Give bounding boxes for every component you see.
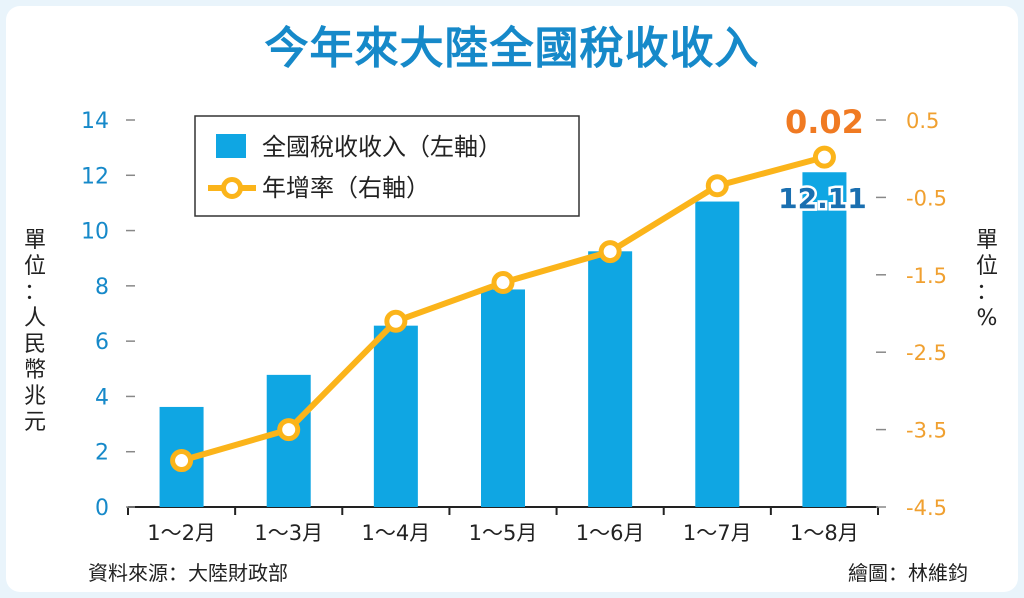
y-left-tick-label: 2 <box>95 441 109 466</box>
y-right-tick-label: -2.5 <box>906 341 947 365</box>
x-tick-label: 1～3月 <box>254 521 323 545</box>
y-right-tick-label: -4.5 <box>906 496 947 520</box>
bar <box>481 289 525 507</box>
growth-point <box>812 145 836 169</box>
x-tick-label: 1～5月 <box>469 521 538 545</box>
legend-line-label: 年增率（右軸） <box>262 174 430 202</box>
x-tick-label: 1～2月 <box>147 521 216 545</box>
y-left-tick-label: 10 <box>81 220 109 245</box>
bar-data-label: 12.11 <box>778 182 867 215</box>
y-left-tick-label: 14 <box>81 109 109 134</box>
growth-point <box>170 449 194 473</box>
legend-box <box>194 115 580 217</box>
line-group <box>170 145 836 473</box>
growth-point <box>598 240 622 264</box>
legend-group: 全國稅收收入（左軸） 年增率（右軸） <box>194 115 580 217</box>
y-left-tick-label: 12 <box>81 164 109 189</box>
chart-title: 今年來大陸全國稅收收入 <box>264 23 760 74</box>
line-data-label: 0.02 <box>785 103 864 141</box>
y-left-tick-label: 4 <box>95 385 109 410</box>
y-left-tick-label: 0 <box>95 496 109 521</box>
y-right-tick-label: -3.5 <box>906 419 947 443</box>
x-tick-label: 1～8月 <box>790 521 859 545</box>
legend-bar-swatch <box>216 134 246 158</box>
bar <box>588 251 633 507</box>
y-left-tick-label: 8 <box>95 275 109 300</box>
y-right-tick-label: 0.5 <box>906 109 939 133</box>
y-right-tick-label: -0.5 <box>906 186 947 210</box>
bar <box>695 201 740 507</box>
y-right-tick-label: -1.5 <box>906 264 947 288</box>
growth-point <box>491 271 515 295</box>
growth-point <box>277 418 301 442</box>
credit-note: 繪圖：林維鈞 <box>848 561 968 585</box>
bar <box>373 325 418 507</box>
bars-group <box>159 172 847 507</box>
growth-point <box>705 174 729 198</box>
x-tick-label: 1～6月 <box>576 521 645 545</box>
axes-group: 1～2月 1～3月 1～4月 1～5月 1～6月 1～7月 1～8月 0 2 4 6 8 10 12 14 -… <box>81 109 947 545</box>
legend-bar-label: 全國稅收收入（左軸） <box>262 133 502 161</box>
bar <box>802 172 847 507</box>
source-note: 資料來源：大陸財政部 <box>88 561 288 585</box>
growth-point <box>384 309 408 333</box>
legend-line-marker <box>221 177 243 199</box>
y-left-tick-label: 6 <box>95 330 109 355</box>
x-tick-label: 1～7月 <box>683 521 752 545</box>
left-axis-unit: 單位：人民幣兆元 <box>23 228 46 435</box>
x-tick-label: 1～4月 <box>361 521 430 545</box>
right-axis-unit: 單位：% <box>975 228 998 331</box>
labels-group: 12.11 0.02 <box>776 103 870 218</box>
